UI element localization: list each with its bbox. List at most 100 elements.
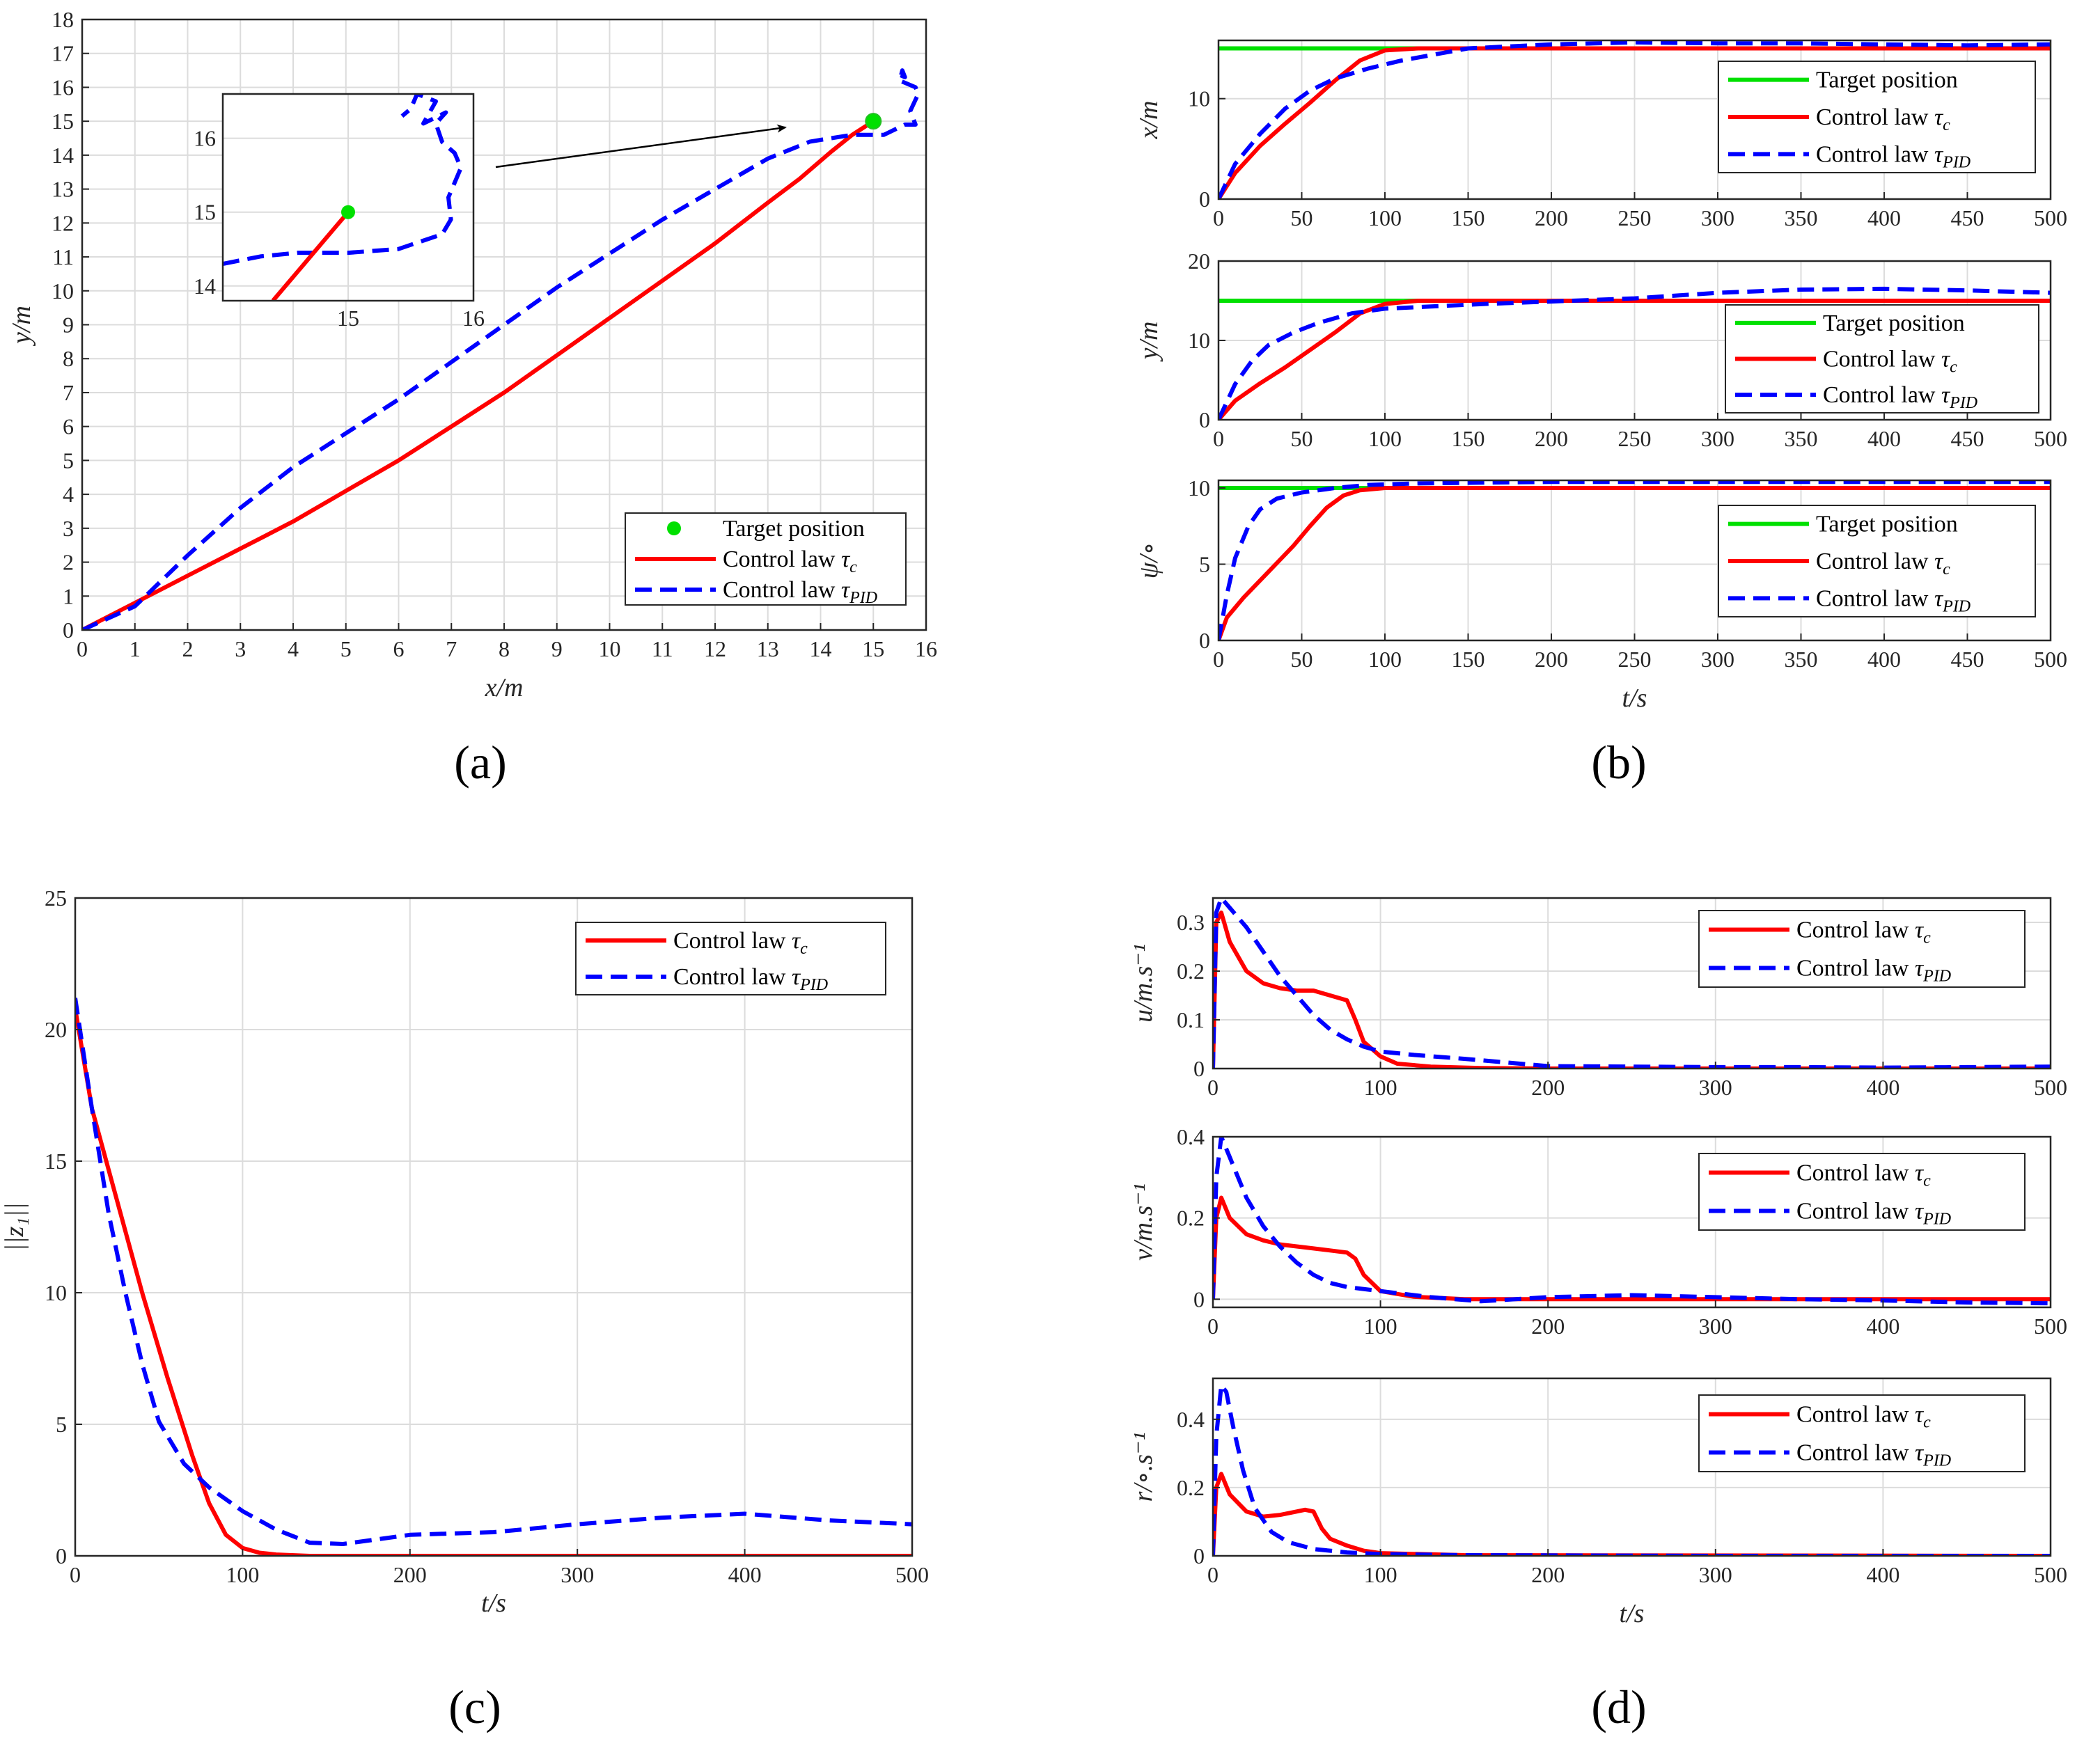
legend: Control law τc Control law τPID <box>575 922 886 995</box>
legend-box <box>1698 910 2026 988</box>
y-tick-label: 25 <box>45 885 67 911</box>
legend-label: Target position <box>1816 512 1958 537</box>
y-axis-label: ψ/∘ <box>1134 542 1164 579</box>
legend-label: Control law τPID <box>1816 585 1971 615</box>
x-tick-label: 150 <box>1452 647 1485 672</box>
y-tick-label: 0 <box>1193 1286 1205 1312</box>
legend-label: Control law τc <box>673 928 808 958</box>
y-axis-label: y/m <box>1134 322 1164 363</box>
x-tick-label: 200 <box>393 1562 427 1587</box>
y-tick-label: 1 <box>63 583 74 608</box>
x-tick-label: 100 <box>1364 1562 1397 1587</box>
x-tick-label: 16 <box>915 636 937 661</box>
y-axis-label: x/m <box>1134 101 1164 140</box>
y-tick-label: 14 <box>52 143 74 168</box>
y-tick-label: 18 <box>52 7 74 32</box>
y-tick-label: 3 <box>63 516 74 541</box>
y-tick-label: 11 <box>52 244 74 269</box>
legend-label: Control law τc <box>1796 1402 1931 1432</box>
x-tick-label: 300 <box>1699 1075 1732 1100</box>
legend-label: Control law τc <box>1816 549 1950 578</box>
x-tick-label: 450 <box>1951 426 1984 451</box>
x-tick-label: 14 <box>810 636 832 661</box>
y-tick-label: 0 <box>1193 1056 1205 1081</box>
legend-label: Target position <box>723 516 865 542</box>
legend-box <box>575 922 886 995</box>
target-marker <box>865 113 882 130</box>
chart-b1: 0 50 100 150 200 250 300 350 400 450 500010x/mTarg… <box>1134 39 2067 789</box>
plot-area <box>1219 286 2051 420</box>
chart-b3: 0 50 100 150 200 250 300 350 400 450 500 0 5 10 t/s ψ/∘… <box>1134 475 2067 713</box>
legend-label: Target position <box>1823 310 1965 336</box>
inset-plot <box>223 94 463 301</box>
x-axis-label: t/s <box>1622 684 1647 713</box>
chart-d1: 0 100 200 300 400 500 0 0.1 0.2 0.3 u/m.s⁻¹ Control… <box>1129 897 2067 1733</box>
x-tick-label: 500 <box>2034 1075 2067 1100</box>
y-tick-label: 20 <box>45 1017 67 1042</box>
zoom-arrow <box>495 124 787 168</box>
series-line-pid <box>82 68 920 630</box>
x-tick-label: 400 <box>1866 1075 1899 1100</box>
x-tick-label: 350 <box>1785 205 1818 230</box>
x-tick-label: 12 <box>704 636 726 661</box>
x-tick-label: 200 <box>1531 1562 1565 1587</box>
legend-label: Control law τPID <box>1796 1440 1951 1470</box>
x-tick-label: 450 <box>1951 205 1984 230</box>
y-tick-label: 0.2 <box>1177 1475 1205 1500</box>
legend: Target position Control law τc Control law… <box>1718 61 2036 173</box>
x-tick-label: 10 <box>599 636 621 661</box>
series-line-pid <box>1219 286 2051 420</box>
x-axis-label: x/m <box>485 673 524 702</box>
y-tick-label: 0 <box>1199 628 1210 653</box>
x-tick-label: 500 <box>2034 1314 2067 1339</box>
y-tick-label: 20 <box>1188 249 1210 274</box>
x-tick-label: 50 <box>1291 426 1313 451</box>
x-tick-label: 400 <box>728 1562 762 1587</box>
legend-box <box>1698 1153 2026 1231</box>
series-line-ctrl <box>82 119 875 630</box>
y-tick-label: 0.4 <box>1177 1407 1205 1432</box>
x-tick-label: 100 <box>1368 426 1402 451</box>
y-tick-label: 0 <box>1199 187 1210 212</box>
y-tick-label: 10 <box>1188 475 1210 501</box>
y-tick-label: 16 <box>52 74 74 100</box>
y-tick-label: 15 <box>52 109 74 134</box>
x-tick-label: 4 <box>288 636 299 661</box>
x-tick-label: 150 <box>1452 205 1485 230</box>
legend: Control law τc Control law τPID <box>1698 1394 2026 1472</box>
y-axis-label: v/m.s⁻¹ <box>1129 1183 1158 1261</box>
x-tick-label: 100 <box>1364 1314 1397 1339</box>
legend: Target position Control law τc Control law… <box>1718 505 2036 617</box>
y-tick-label: 6 <box>63 414 74 439</box>
series-line-pid <box>1219 40 2051 199</box>
x-tick-label: 100 <box>1368 205 1402 230</box>
y-tick-label: 0.2 <box>1177 1206 1205 1231</box>
x-tick-label: 350 <box>1785 647 1818 672</box>
x-tick-label: 500 <box>895 1562 929 1587</box>
x-tick-label: 0 <box>1213 426 1224 451</box>
chart-b2: 0 50 100 150 200 250 300 350 400 450 500 0 10 20 y/m Ta… <box>1134 249 2067 451</box>
plot-area <box>1213 1137 2051 1306</box>
y-tick-label: 15 <box>45 1149 67 1174</box>
inset-frame <box>221 93 475 302</box>
y-axis-label: r/∘.s⁻¹ <box>1129 1433 1158 1502</box>
x-tick-label: 100 <box>1368 647 1402 672</box>
axes-frame <box>1212 897 2052 1070</box>
x-tick-label: 250 <box>1618 647 1652 672</box>
x-tick-label: 5 <box>340 636 352 661</box>
x-tick-label: 200 <box>1531 1314 1565 1339</box>
x-tick-label: 50 <box>1291 647 1313 672</box>
y-tick-label: 10 <box>52 278 74 304</box>
x-tick-label: 0 <box>1213 205 1224 230</box>
y-tick-label: 0 <box>63 617 74 643</box>
y-tick-label: 8 <box>63 346 74 371</box>
y-tick-label: 2 <box>63 550 74 575</box>
y-tick-label: 0.4 <box>1177 1124 1205 1149</box>
y-tick-label: 12 <box>52 210 74 235</box>
chart-c: 0 100 200 300 400 500 0 5 10 15 20 25 t/s ||z₁|| Contr… <box>0 885 929 1733</box>
legend: Target position Control law τc Control law… <box>1725 304 2039 414</box>
legend-label: Control law τc <box>723 546 857 576</box>
plot-area <box>1213 1383 2051 1556</box>
legend-label: Control law τc <box>1796 1160 1931 1190</box>
